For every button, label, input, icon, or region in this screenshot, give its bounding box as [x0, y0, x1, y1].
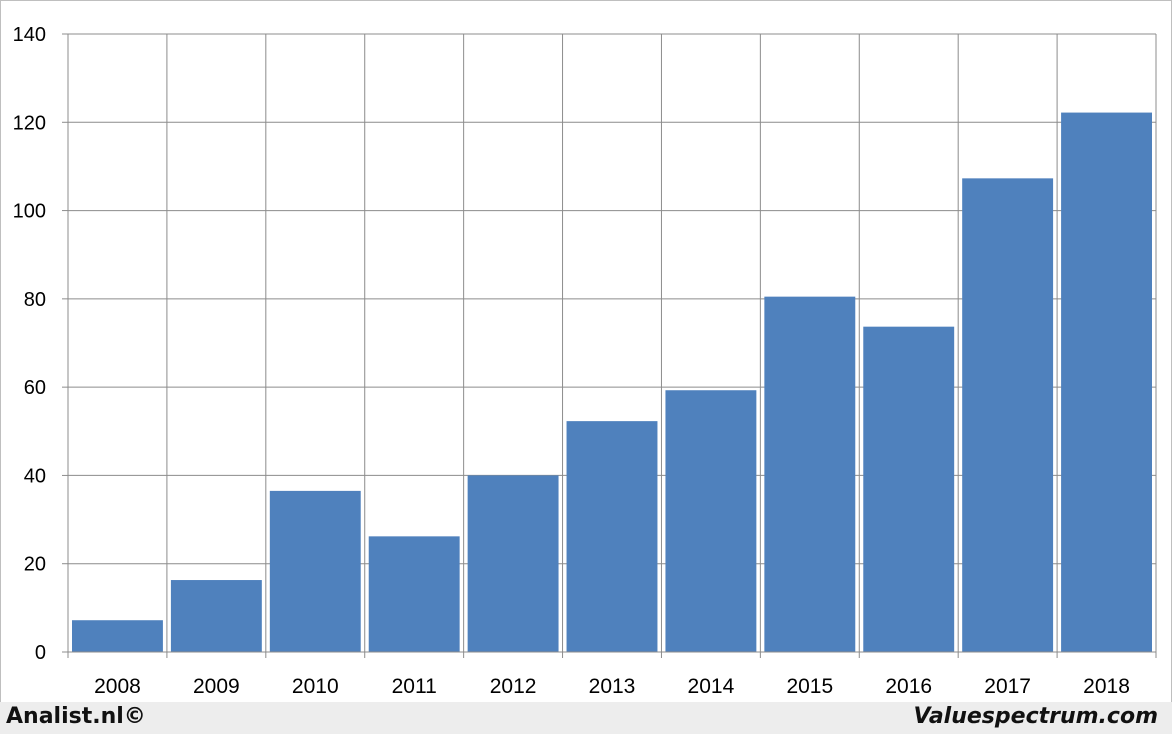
y-tick-label: 0: [35, 642, 46, 664]
bar: [1061, 112, 1152, 653]
x-tick-label: 2013: [589, 675, 636, 698]
bar: [863, 326, 955, 652]
footer-source-right: Valuespectrum.com: [913, 704, 1158, 729]
footer-bar: Analist.nl© Valuespectrum.com: [0, 702, 1172, 734]
bar: [467, 475, 559, 652]
bar: [170, 580, 262, 652]
x-tick-label: 2017: [984, 675, 1031, 698]
x-tick-label: 2011: [392, 675, 437, 698]
y-tick-label: 100: [13, 201, 46, 223]
y-tick-label: 20: [24, 554, 46, 576]
y-tick-label: 80: [24, 289, 46, 311]
x-tick-label: 2012: [490, 675, 537, 698]
x-tick-label: 2009: [193, 675, 240, 698]
bar: [764, 296, 856, 652]
bar: [72, 620, 163, 652]
x-tick-label: 2018: [1083, 675, 1130, 698]
x-tick-label: 2008: [94, 675, 141, 698]
y-tick-label: 60: [24, 377, 46, 399]
x-tick-label: 2014: [688, 675, 735, 698]
y-tick-label: 140: [13, 24, 46, 46]
bar: [665, 390, 757, 652]
bar: [368, 536, 460, 652]
bar: [566, 421, 658, 652]
x-tick-label: 2010: [292, 675, 339, 698]
x-tick-label: 2015: [786, 675, 833, 698]
footer-source-left: Analist.nl©: [6, 704, 146, 729]
bar: [269, 490, 361, 652]
bar-chart: 0 20 40 60 80 100 120 140 2008 2009 2010 2011 2012 20…: [13, 24, 1157, 698]
x-tick-label: 2016: [885, 675, 932, 698]
y-tick-label: 40: [24, 465, 46, 487]
bar: [962, 178, 1054, 652]
y-tick-label: 120: [13, 112, 46, 134]
